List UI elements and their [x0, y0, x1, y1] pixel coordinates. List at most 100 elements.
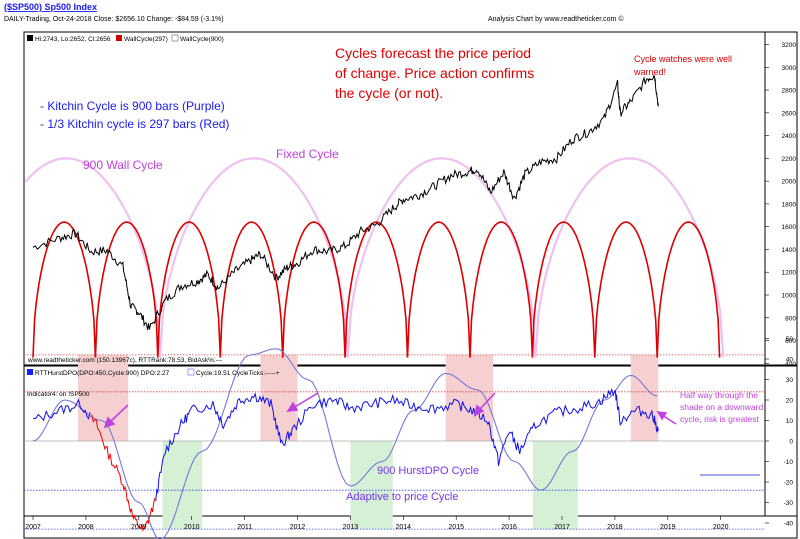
annotation-arrows: [103, 392, 677, 429]
wall-cycle-900-line: [24, 157, 725, 358]
dpo-tick-label: 40: [786, 357, 794, 364]
year-axis-ticks: 2007 2008 2009 2010 2011 2012 2013 2014 2015 2016…: [25, 516, 729, 531]
wall-cycle-297-path: [32, 221, 721, 358]
year-tick-label: 2009: [131, 524, 147, 531]
annotation-kitchin-900: - Kitchin Cycle is 900 bars (Purple): [40, 99, 225, 113]
price-path: [32, 74, 659, 331]
legend-label-price: Hi:2743, Lo:2652, Cl:2656: [35, 36, 111, 43]
year-tick-label: 2007: [25, 524, 41, 531]
chart-title: ($SP500) Sp500 Index: [4, 2, 97, 12]
price-tick-label: 2800: [782, 88, 797, 95]
dpo-tick-label: 0: [789, 439, 793, 446]
year-tick-label: 2015: [448, 524, 464, 531]
dpo-tick-label: 20: [786, 398, 794, 405]
dpo-tick-label: 50: [786, 336, 794, 343]
legend-swatch-price: [27, 35, 33, 41]
price-tick-label: 1600: [782, 224, 797, 231]
legend-swatch-purple-cycle: [171, 34, 179, 42]
dpo-shade-bottom: [162, 441, 203, 530]
arrow-head-2011: [286, 401, 299, 412]
arrow-2008: [109, 404, 129, 423]
price-panel: [23, 31, 766, 366]
wall-cycle-900-path: [24, 157, 725, 358]
upper-legend: Hi:2743, Lo:2652, Cl:2656 WallCycle(297)…: [27, 34, 224, 43]
year-tick-label: 2011: [237, 524, 252, 531]
arrow-2011: [292, 392, 319, 409]
year-tick-label: 2017: [554, 524, 570, 531]
arrow-head-2008: [103, 416, 116, 429]
annotation-cycles-forecast: Cycles forecast the price period of chang…: [335, 45, 534, 101]
year-tick-label: 2012: [290, 524, 306, 531]
price-tick-label: 2000: [782, 179, 797, 186]
chart-subtitle: DAILY-Trading, Oct-24-2018 Close: $2656.…: [4, 16, 224, 23]
price-tick-label: 3200: [782, 42, 797, 49]
price-tick-label: 600: [785, 338, 796, 345]
price-tick-label: 2600: [782, 110, 797, 117]
price-tick-label: 2400: [782, 133, 797, 140]
price-tick-label: 1000: [782, 292, 797, 299]
price-tick-label: 3000: [782, 65, 797, 72]
dpo-shade-top: [445, 354, 494, 441]
price-tick-label: 2200: [782, 156, 797, 163]
price-axis-panel: [764, 31, 798, 366]
year-tick-label: 2010: [184, 524, 200, 531]
year-tick-label: 2013: [343, 524, 359, 531]
annotation-kitchin-297: - 1/3 Kitchin cycle is 297 bars (Red): [40, 117, 229, 131]
legend-label-dpo-cycle: Cycle:19.51 CycleTicks:-----+: [196, 370, 280, 377]
lower-legend: RTTHurstDPO(DPO:450,Cycle:900) DPO:2.27 …: [27, 368, 280, 398]
footer-credit: www.readtheticker.com (150.13967c), RTTR…: [27, 357, 222, 364]
dpo-line: [32, 387, 659, 532]
annotation-fixed-cycle: Fixed Cycle: [276, 147, 339, 161]
dpo-shade-bottom: [350, 441, 393, 530]
price-tick-label: 1400: [782, 247, 797, 254]
dpo-path-decline: [91, 414, 156, 532]
dpo-cycle-line: [32, 348, 658, 539]
annotation-cycle-watches: Cycle watches were well warned!: [633, 54, 732, 77]
indicator-label: Indicator4: on !SP500: [27, 391, 90, 398]
price-line: [32, 74, 659, 331]
price-tick-label: 1200: [782, 270, 797, 277]
dpo-path: [32, 387, 659, 502]
legend-swatch-dpo-cycle: [187, 368, 195, 376]
price-tick-label: 800: [785, 315, 796, 322]
dpo-tick-label: -30: [784, 500, 794, 507]
year-tick-label: 2008: [78, 524, 94, 531]
arrow-2015: [478, 392, 496, 411]
chart-credit: Analysis Chart by www.readtheticker.com …: [488, 15, 624, 23]
dpo-tick-label: -20: [784, 480, 794, 487]
price-tick-label: 400: [785, 361, 796, 368]
year-tick-label: 2016: [501, 524, 517, 531]
year-tick-label: 2020: [713, 524, 729, 531]
year-tick-label: 2019: [660, 524, 676, 531]
annotation-adaptive: Adaptive to price Cycle: [346, 491, 459, 503]
dpo-reference-lines: [24, 354, 765, 530]
dpo-tick-label: 10: [786, 418, 794, 425]
year-tick-label: 2014: [396, 524, 412, 531]
dpo-shade-top: [77, 354, 129, 441]
dpo-tick-label: -40: [784, 521, 794, 528]
dpo-shade-bottom: [532, 441, 578, 530]
legend-swatch-red-cycle: [116, 35, 122, 41]
arrow-head-2018: [656, 411, 668, 421]
year-tick-label: 2018: [607, 524, 623, 531]
dpo-shade-top: [260, 354, 298, 441]
arrow-head-2015: [473, 404, 485, 417]
dpo-axis-panel: [764, 365, 798, 517]
price-tick-label: 1800: [782, 201, 797, 208]
date-axis-strip: [23, 515, 798, 539]
legend-label-red-cycle: WallCycle(297): [124, 36, 168, 43]
dpo-tick-label: 30: [786, 377, 794, 384]
legend-label-dpo: RTTHurstDPO(DPO:450,Cycle:900) DPO:2.27: [35, 370, 170, 377]
price-axis-ticks: 400 600 800 1000 1200 1400 1600 1800 2000 2200 240…: [765, 42, 796, 368]
annotation-half-way: Half way through the shade on a downward c…: [680, 390, 763, 424]
legend-swatch-dpo: [27, 369, 33, 375]
dpo-shade-top: [630, 354, 659, 441]
wall-cycle-297-line: [32, 221, 721, 358]
legend-label-purple-cycle: WallCycle(900): [180, 36, 224, 43]
dpo-tick-label: -10: [784, 459, 794, 466]
dpo-cycle-path: [32, 348, 658, 539]
annotation-hurst-dpo-cycle: 900 HurstDPO Cycle: [377, 465, 479, 477]
annotation-900-wall-cycle: 900 Wall Cycle: [83, 158, 163, 172]
